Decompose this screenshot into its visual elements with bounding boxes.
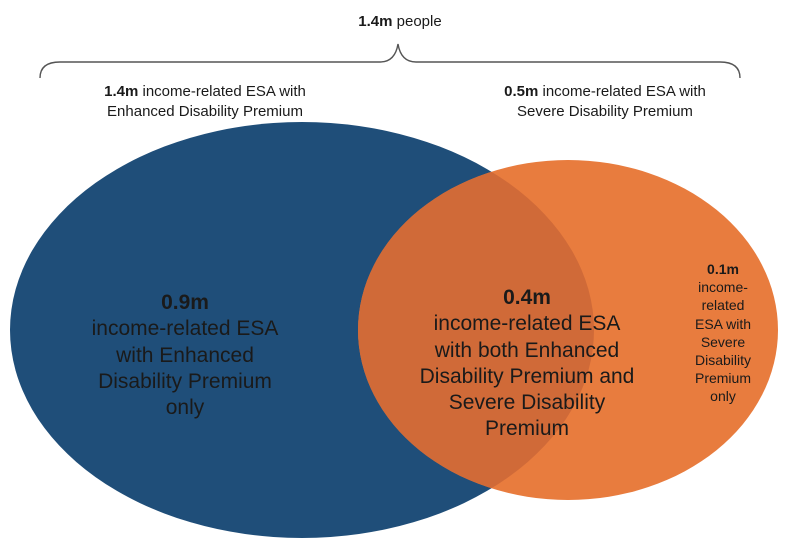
set-right-text-1: income-related ESA with (538, 83, 706, 100)
region-right-only: 0.1m income- related ESA with Severe Dis… (678, 260, 768, 406)
overlap-region (358, 160, 594, 500)
region-left-only-line: Disability Premium (98, 369, 272, 393)
total-value: 1.4m (358, 13, 393, 30)
region-overlap-value: 0.4m (503, 286, 551, 309)
region-right-only-line: income- (698, 279, 748, 296)
region-overlap-line: Disability Premium and (419, 364, 635, 388)
region-overlap-line: Premium (484, 417, 569, 441)
region-overlap-line: income-related ESA (433, 312, 621, 336)
region-right-only-value: 0.1m (707, 261, 739, 277)
brace-total (39, 43, 741, 79)
region-left-only-line: income-related ESA (91, 317, 279, 341)
region-overlap-line: Severe Disability (448, 391, 606, 414)
total-label: 1.4m people (300, 12, 500, 32)
region-left-only-line: only (165, 396, 205, 419)
set-left-label: 1.4m income-related ESA with Enhanced Di… (60, 82, 350, 121)
region-right-only-line: related (701, 297, 745, 314)
region-right-only-line: Severe (700, 333, 746, 350)
region-right-only-line: only (710, 388, 736, 405)
region-left-only-value: 0.9m (161, 291, 209, 314)
total-text: people (392, 13, 442, 30)
region-right-only-line: Premium (694, 370, 751, 387)
set-left-text-2: Enhanced Disability Premium (107, 102, 303, 120)
region-right-only-line: Disability (694, 351, 751, 368)
region-overlap: 0.4m income-related ESA with both Enhanc… (402, 285, 652, 443)
set-right-value: 0.5m (504, 83, 539, 100)
region-left-only: 0.9m income-related ESA with Enhanced Di… (60, 290, 310, 421)
set-left-text-1: income-related ESA with (138, 83, 306, 100)
region-right-only-line: ESA with (694, 315, 752, 332)
set-right-label: 0.5m income-related ESA with Severe Disa… (460, 82, 750, 121)
set-right-text-2: Severe Disability Premium (517, 102, 693, 120)
region-overlap-line: with both Enhanced (434, 338, 620, 362)
region-left-only-line: with Enhanced (116, 343, 254, 367)
set-left-value: 1.4m (104, 83, 139, 100)
